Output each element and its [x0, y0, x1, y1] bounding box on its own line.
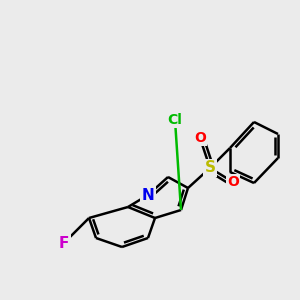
- Text: O: O: [227, 175, 239, 189]
- Text: S: S: [205, 160, 215, 175]
- Text: F: F: [59, 236, 69, 250]
- Text: Cl: Cl: [168, 113, 182, 127]
- Text: N: N: [142, 188, 154, 202]
- Text: O: O: [194, 131, 206, 145]
